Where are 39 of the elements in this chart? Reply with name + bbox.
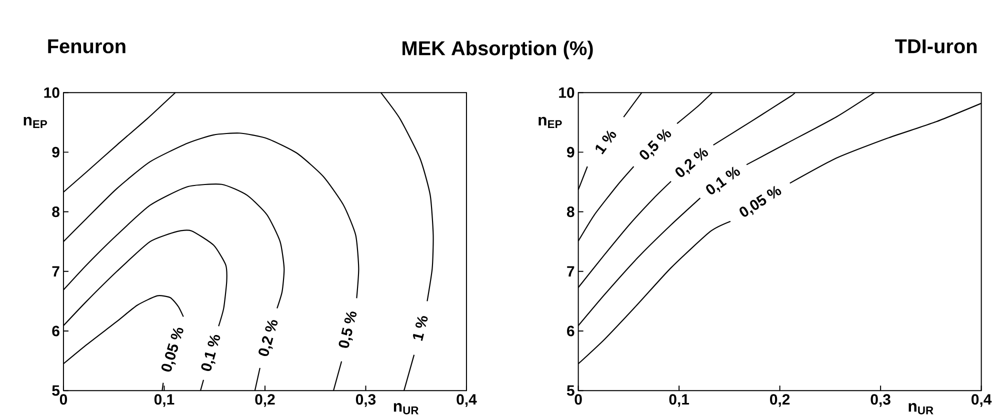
- y-tick-label: 5: [566, 385, 574, 396]
- text: MEK Absorption (%): [402, 40, 593, 60]
- x-tick-label: 0,3: [870, 394, 890, 407]
- y-tick-label: 8: [566, 206, 574, 218]
- x-tick-label: 0: [60, 394, 68, 405]
- y-tick-label: 7: [567, 266, 574, 277]
- text: 0,05 %: [161, 328, 184, 372]
- x-axis-title: n$_{UR}$: [908, 403, 934, 414]
- x-tick-label: 0,3: [356, 394, 376, 407]
- x-tick-label: 0: [574, 394, 582, 405]
- y-tick-label: 10: [559, 87, 574, 98]
- x-tick-label: 0,1: [154, 394, 174, 407]
- x-axis-title: n$_{UR}$: [394, 403, 418, 414]
- x-tick-label: 0,4: [456, 394, 477, 407]
- text: 0,1 %: [201, 335, 220, 371]
- y-tick-label: 8: [52, 206, 60, 218]
- chart-title: TDI-uron: [895, 39, 977, 54]
- text: 0,2 %: [675, 148, 708, 178]
- y-tick-label: 7: [52, 266, 60, 277]
- x-tick-label: 0,4: [972, 394, 992, 407]
- text: 0,5 %: [640, 128, 672, 160]
- y-tick-label: 6: [52, 326, 60, 336]
- x-tick-label: 0,2: [770, 394, 790, 407]
- text: 0,1 %: [706, 166, 740, 194]
- y-axis-title: n$_{EP}$: [538, 116, 562, 128]
- y-tick-label: 9: [52, 146, 60, 158]
- y-tick-label: 5: [52, 385, 60, 396]
- legend-label: 1 %: [596, 130, 616, 154]
- text: 0,5 %: [338, 312, 357, 348]
- x-tick-label: 0,1: [669, 394, 690, 407]
- y-axis-title: n$_{EP}$: [24, 116, 47, 128]
- y-tick-label: 9: [567, 146, 574, 158]
- y-tick-label: 6: [567, 326, 574, 336]
- text: 0,05 %: [740, 186, 782, 217]
- chart-title: Fenuron: [48, 39, 126, 54]
- text: 0,2 %: [258, 320, 278, 356]
- x-tick-label: 0,2: [255, 394, 275, 407]
- y-tick-label: 10: [44, 87, 60, 98]
- text: 1 %: [412, 316, 428, 341]
